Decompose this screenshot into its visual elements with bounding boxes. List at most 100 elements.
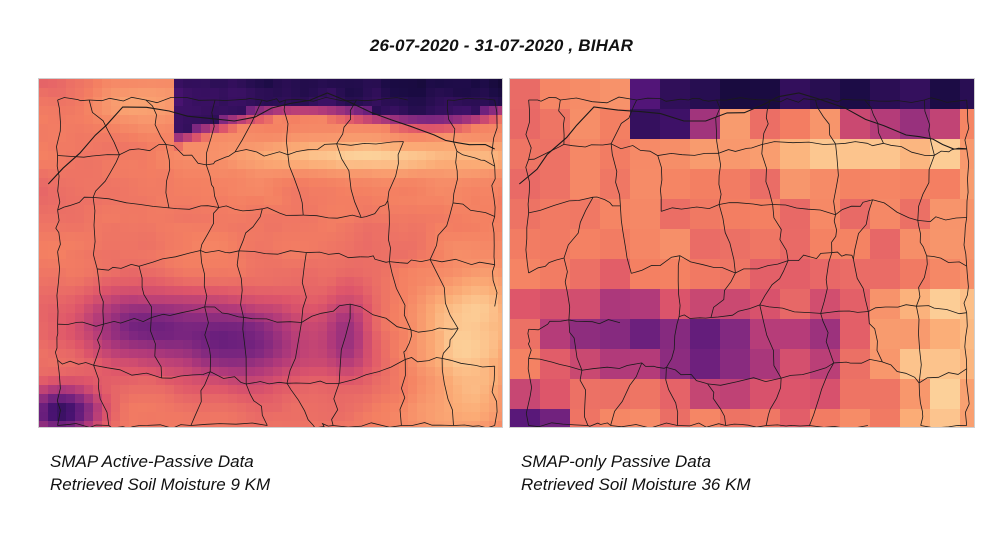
raster-cell — [129, 313, 139, 323]
raster-cell — [462, 295, 472, 305]
raster-cell — [426, 394, 436, 404]
raster-cell — [444, 403, 454, 413]
raster-cell — [264, 232, 274, 242]
raster-cell — [264, 313, 274, 323]
raster-cell — [165, 124, 175, 134]
raster-cell — [165, 142, 175, 152]
raster-cell — [93, 394, 103, 404]
raster-cell — [165, 151, 175, 161]
raster-cell — [129, 340, 139, 350]
raster-cell — [93, 214, 103, 224]
raster-cell — [540, 139, 571, 170]
raster-cell — [318, 196, 328, 206]
raster-cell — [435, 358, 445, 368]
raster-cell — [810, 259, 841, 290]
raster-cell — [165, 412, 175, 422]
raster-cell — [471, 385, 481, 395]
raster-cell — [381, 349, 391, 359]
raster-cell — [57, 385, 67, 395]
raster-cell — [273, 268, 283, 278]
raster-cell — [372, 79, 382, 89]
raster-cell — [480, 304, 490, 314]
raster-cell — [102, 403, 112, 413]
raster-cell — [720, 289, 751, 320]
district-boundary-line — [338, 304, 351, 384]
raster-cell — [201, 322, 211, 332]
raster-cell — [408, 97, 418, 107]
raster-cell — [39, 403, 49, 413]
raster-cell — [48, 286, 58, 296]
raster-cell — [39, 376, 49, 386]
raster-cell — [93, 367, 103, 377]
raster-cell — [480, 205, 490, 215]
raster-cell — [327, 421, 337, 427]
raster-cell — [300, 187, 310, 197]
raster-cell — [720, 259, 751, 290]
raster-cell — [66, 106, 76, 116]
district-boundary-line — [657, 152, 719, 156]
raster-cell — [66, 214, 76, 224]
district-boundary-line — [918, 368, 967, 384]
raster-cell — [129, 133, 139, 143]
raster-cell — [138, 277, 148, 287]
raster-cell — [111, 340, 121, 350]
raster-cell — [138, 160, 148, 170]
raster-cell — [237, 412, 247, 422]
raster-cell — [48, 331, 58, 341]
raster-cell — [489, 268, 499, 278]
raster-cell — [444, 259, 454, 269]
district-boundary-line — [528, 97, 561, 102]
district-boundary-line — [89, 96, 146, 102]
raster-cell — [183, 133, 193, 143]
raster-cell — [336, 214, 346, 224]
raster-cell — [399, 178, 409, 188]
raster-cell — [309, 142, 319, 152]
raster-cell — [471, 97, 481, 107]
raster-cell — [498, 295, 502, 305]
raster-cell — [111, 124, 121, 134]
raster-cell — [363, 313, 373, 323]
raster-cell — [480, 196, 490, 206]
raster-cell — [48, 241, 58, 251]
raster-cell — [174, 295, 184, 305]
raster-cell — [282, 124, 292, 134]
raster-cell — [264, 304, 274, 314]
raster-cell — [354, 331, 364, 341]
raster-cell — [237, 178, 247, 188]
raster-cell — [75, 88, 85, 98]
raster-cell — [75, 214, 85, 224]
raster-cell — [381, 79, 391, 89]
raster-cell — [273, 151, 283, 161]
district-boundary-line — [528, 422, 588, 427]
raster-cell — [147, 376, 157, 386]
raster-cell — [156, 349, 166, 359]
district-boundary-line — [619, 205, 632, 274]
raster-cell — [156, 178, 166, 188]
raster-cell — [129, 115, 139, 125]
raster-cell — [273, 178, 283, 188]
raster-cell — [354, 349, 364, 359]
raster-cell — [300, 250, 310, 260]
raster-cell — [498, 106, 502, 116]
district-boundary-line — [238, 250, 307, 255]
raster-cell — [408, 367, 418, 377]
raster-cell — [219, 286, 229, 296]
raster-cell — [363, 340, 373, 350]
raster-cell — [75, 178, 85, 188]
district-boundary-line — [882, 361, 920, 384]
raster-cell — [282, 304, 292, 314]
raster-cell — [219, 223, 229, 233]
raster-cell — [363, 124, 373, 134]
raster-cell — [900, 409, 931, 427]
district-boundary-line — [883, 142, 935, 157]
raster-cell — [48, 124, 58, 134]
raster-cell — [120, 97, 130, 107]
raster-cell — [426, 340, 436, 350]
raster-cell — [309, 421, 319, 427]
raster-cell — [237, 160, 247, 170]
raster-cell — [399, 142, 409, 152]
raster-cell — [327, 358, 337, 368]
raster-cell — [57, 214, 67, 224]
raster-cell — [228, 250, 238, 260]
raster-cell — [510, 259, 541, 290]
